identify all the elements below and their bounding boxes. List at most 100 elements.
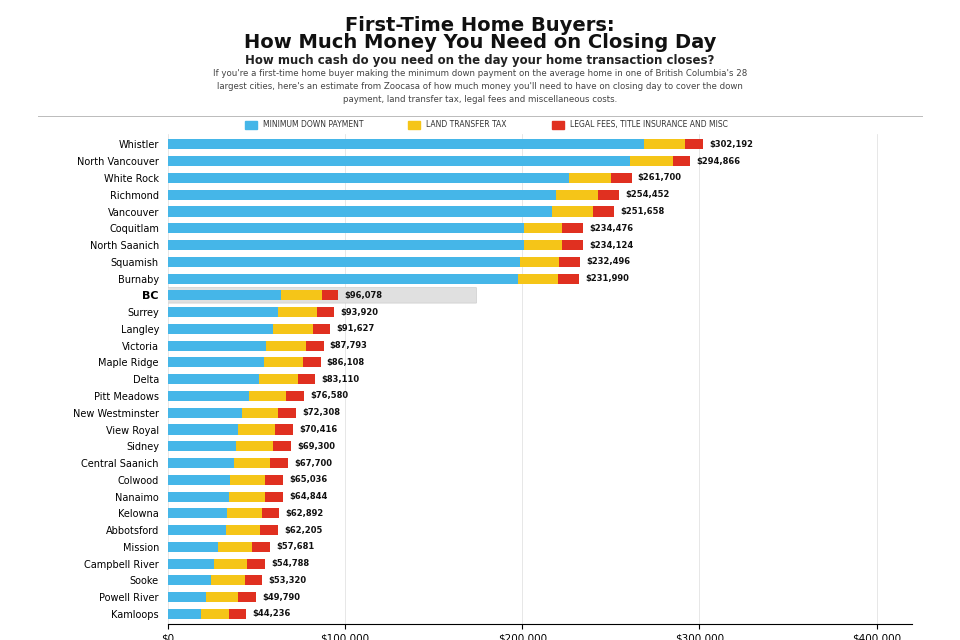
- Bar: [322, 291, 338, 300]
- Text: $93,920: $93,920: [341, 308, 378, 317]
- Bar: [168, 340, 266, 351]
- Bar: [168, 173, 568, 183]
- Bar: [298, 374, 315, 384]
- Bar: [168, 374, 259, 384]
- Bar: [168, 257, 520, 267]
- Bar: [168, 223, 524, 234]
- Text: MINIMUM DOWN PAYMENT: MINIMUM DOWN PAYMENT: [263, 120, 364, 129]
- Text: $49,790: $49,790: [262, 593, 300, 602]
- Bar: [168, 189, 557, 200]
- Text: $232,496: $232,496: [586, 257, 630, 266]
- Bar: [524, 223, 563, 234]
- Text: $69,300: $69,300: [297, 442, 335, 451]
- Bar: [611, 173, 632, 183]
- Bar: [274, 324, 313, 334]
- Text: $91,627: $91,627: [337, 324, 374, 333]
- Text: How Much Money You Need on Closing Day: How Much Money You Need on Closing Day: [244, 33, 716, 52]
- Bar: [286, 391, 303, 401]
- Bar: [168, 441, 236, 451]
- Bar: [259, 374, 298, 384]
- Bar: [168, 357, 264, 367]
- Bar: [523, 240, 562, 250]
- Bar: [168, 307, 277, 317]
- Bar: [518, 273, 558, 284]
- Bar: [264, 357, 302, 367]
- FancyBboxPatch shape: [164, 287, 476, 303]
- Bar: [270, 458, 288, 468]
- Bar: [273, 441, 291, 451]
- Text: $96,078: $96,078: [345, 291, 382, 300]
- Bar: [558, 273, 579, 284]
- Bar: [168, 575, 211, 586]
- Bar: [205, 592, 238, 602]
- Bar: [227, 525, 260, 535]
- Text: $234,476: $234,476: [589, 224, 634, 233]
- Bar: [168, 156, 631, 166]
- Bar: [266, 475, 283, 485]
- Bar: [168, 525, 227, 535]
- Bar: [236, 441, 273, 451]
- Text: $231,990: $231,990: [586, 274, 629, 283]
- Text: $70,416: $70,416: [299, 425, 337, 434]
- Bar: [306, 340, 324, 351]
- Bar: [260, 525, 278, 535]
- Bar: [266, 340, 306, 351]
- Text: $87,793: $87,793: [329, 341, 368, 350]
- Text: $54,788: $54,788: [272, 559, 309, 568]
- Bar: [168, 542, 218, 552]
- Bar: [252, 542, 270, 552]
- Bar: [229, 492, 265, 502]
- Bar: [168, 592, 205, 602]
- Bar: [593, 207, 613, 216]
- Bar: [552, 207, 593, 216]
- Bar: [313, 324, 330, 334]
- Bar: [168, 508, 227, 518]
- Bar: [168, 207, 552, 216]
- Bar: [214, 559, 248, 569]
- Text: $251,658: $251,658: [620, 207, 664, 216]
- Bar: [238, 424, 275, 435]
- Text: $261,700: $261,700: [637, 173, 682, 182]
- Text: $294,866: $294,866: [697, 157, 741, 166]
- Bar: [242, 408, 278, 418]
- Bar: [275, 424, 293, 435]
- Text: $65,036: $65,036: [289, 476, 327, 484]
- Bar: [168, 140, 643, 150]
- Bar: [262, 508, 279, 518]
- Bar: [673, 156, 690, 166]
- Text: First-Time Home Buyers:: First-Time Home Buyers:: [346, 16, 614, 35]
- Bar: [559, 257, 580, 267]
- Bar: [168, 324, 274, 334]
- Bar: [248, 559, 265, 569]
- Bar: [277, 307, 317, 317]
- Bar: [568, 173, 611, 183]
- Bar: [562, 240, 583, 250]
- Bar: [281, 291, 322, 300]
- Text: $53,320: $53,320: [269, 576, 307, 585]
- Bar: [229, 609, 247, 619]
- Text: LAND TRANSFER TAX: LAND TRANSFER TAX: [426, 120, 507, 129]
- Text: $234,124: $234,124: [588, 241, 634, 250]
- Bar: [168, 408, 242, 418]
- Bar: [563, 223, 584, 234]
- Text: $72,308: $72,308: [302, 408, 340, 417]
- Bar: [168, 424, 238, 435]
- Bar: [168, 458, 233, 468]
- Text: LEGAL FEES, TITLE INSURANCE AND MISC: LEGAL FEES, TITLE INSURANCE AND MISC: [570, 120, 728, 129]
- Text: $83,110: $83,110: [322, 374, 360, 384]
- Bar: [685, 140, 704, 150]
- Bar: [227, 508, 262, 518]
- Bar: [317, 307, 334, 317]
- Bar: [643, 140, 685, 150]
- Text: $76,580: $76,580: [310, 392, 348, 401]
- Bar: [245, 575, 262, 586]
- Bar: [201, 609, 229, 619]
- Text: If you're a first-time home buyer making the minimum down payment on the average: If you're a first-time home buyer making…: [213, 69, 747, 104]
- Text: $57,681: $57,681: [276, 542, 315, 552]
- Bar: [168, 240, 523, 250]
- Bar: [168, 291, 281, 300]
- Bar: [302, 357, 321, 367]
- Bar: [238, 592, 256, 602]
- Bar: [278, 408, 296, 418]
- Bar: [168, 559, 214, 569]
